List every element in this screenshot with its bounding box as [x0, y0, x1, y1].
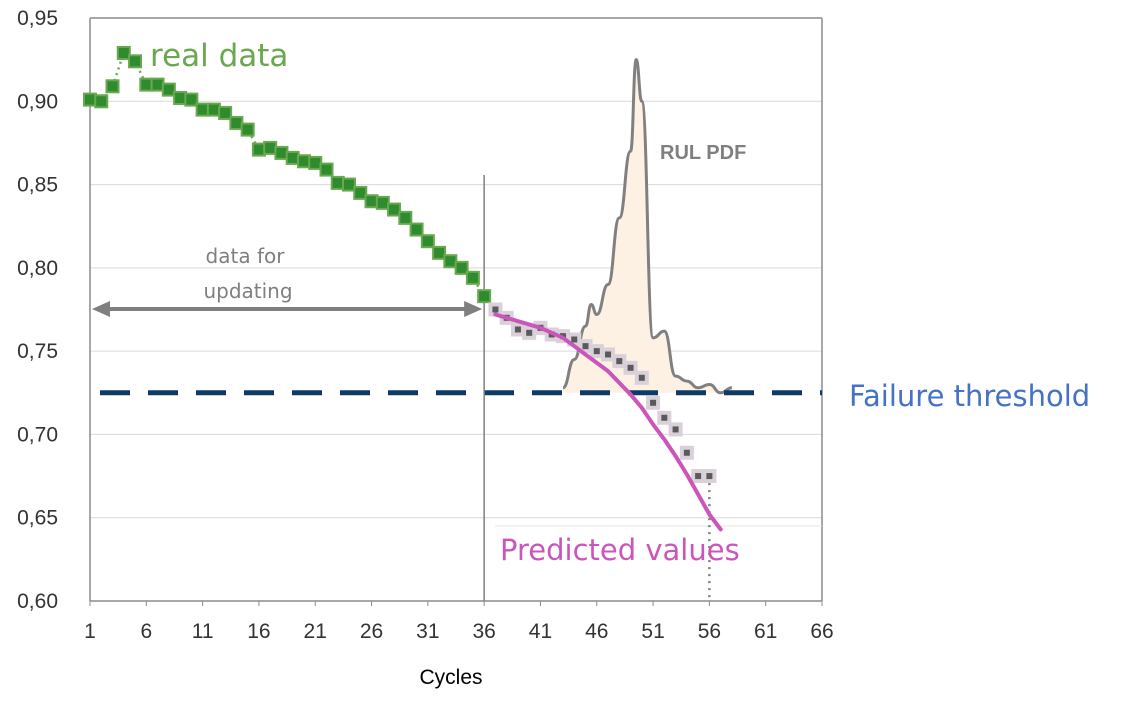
x-tick-label-8: 41	[529, 620, 552, 643]
real-data-point-6	[150, 77, 165, 92]
real-data-point-2	[105, 79, 120, 94]
real-data-point-15	[251, 142, 266, 157]
real-data-point-13	[229, 115, 244, 130]
predicted-point-16	[672, 426, 679, 433]
predicted-point-8	[582, 343, 589, 350]
real-data-point-7	[161, 82, 176, 97]
real-data-label: real data	[150, 38, 288, 74]
predicted-point-14	[650, 399, 657, 406]
predicted-layer	[488, 302, 723, 532]
x-axis-title: Cycles	[419, 666, 482, 689]
predicted-point-11	[616, 358, 623, 365]
real-data-point-17	[274, 145, 289, 160]
predicted-point-7	[571, 336, 578, 343]
real-data-point-11	[206, 102, 221, 117]
real-data-point-32	[443, 254, 458, 269]
data-for-updating-label-line2: updating	[203, 279, 292, 303]
real-data-point-1	[94, 94, 109, 109]
x-tick-label-12: 61	[754, 620, 777, 643]
real-data-point-35	[477, 289, 492, 304]
failure-threshold-label: Failure threshold	[849, 379, 1090, 413]
predicted-point-13	[638, 374, 645, 381]
real-data-point-24	[353, 185, 368, 200]
x-tick-label-10: 51	[641, 620, 664, 643]
real-data-point-25	[364, 194, 379, 209]
predicted-point-10	[605, 351, 612, 358]
y-tick-label-2: 0,85	[17, 174, 58, 197]
predicted-point-2	[514, 326, 521, 333]
predicted-values-label: Predicted values	[500, 533, 740, 567]
x-tick-label-1: 6	[140, 620, 152, 643]
y-tick-label-4: 0,75	[17, 340, 58, 363]
y-tick-label-0: 0,95	[17, 7, 58, 30]
real-data-point-18	[285, 150, 300, 165]
y-tick-label-6: 0,65	[17, 507, 58, 530]
predicted-point-9	[593, 348, 600, 355]
real-data-point-33	[454, 260, 469, 275]
x-tick-label-11: 56	[698, 620, 721, 643]
y-tick-label-3: 0,80	[17, 257, 58, 280]
x-tick-label-7: 36	[472, 620, 495, 643]
x-tick-label-4: 21	[304, 620, 327, 643]
x-tick-label-5: 26	[360, 620, 383, 643]
x-tick-label-9: 46	[585, 620, 608, 643]
data-for-updating-label-line1: data for	[206, 244, 286, 268]
rul-pdf-curve	[562, 58, 733, 395]
real-data-point-10	[195, 102, 210, 117]
predicted-point-17	[683, 449, 690, 456]
real-data-point-0	[83, 92, 97, 107]
real-data-point-34	[465, 270, 480, 285]
real-data-point-23	[342, 177, 357, 192]
x-tick-label-3: 16	[247, 620, 270, 643]
rul-pdf-layer	[562, 58, 733, 395]
real-data-point-21	[319, 162, 334, 177]
predicted-curve	[493, 312, 723, 532]
real-data-point-27	[387, 202, 402, 217]
y-tick-label-7: 0,60	[17, 590, 58, 613]
x-tick-label-0: 1	[84, 620, 96, 643]
predicted-point-3	[526, 329, 533, 336]
real-data-point-30	[420, 234, 435, 249]
real-data-point-8	[173, 90, 188, 105]
predicted-point-0	[492, 306, 499, 313]
marker-layer	[92, 175, 822, 601]
real-data-point-29	[409, 222, 424, 237]
real-data-point-9	[184, 92, 199, 107]
real-data-layer	[83, 45, 492, 304]
real-data-point-14	[240, 122, 255, 137]
x-tick-label-2: 11	[192, 620, 214, 643]
real-data-point-12	[218, 105, 233, 120]
real-data-point-19	[296, 154, 311, 169]
ticks: 0,950,900,850,800,750,700,650,601 6 11 16 21…	[17, 7, 834, 643]
predicted-point-12	[627, 364, 634, 371]
real-data-point-28	[398, 210, 413, 225]
real-data-point-3	[116, 45, 131, 60]
x-tick-label-13: 66	[810, 620, 833, 643]
x-tick-label-6: 31	[416, 620, 439, 643]
arrow-head-left	[92, 301, 110, 317]
y-tick-label-1: 0,90	[17, 90, 58, 113]
real-data-point-26	[375, 195, 390, 210]
predicted-point-19	[706, 473, 713, 480]
real-data-point-5	[139, 77, 154, 92]
arrow-head-right	[464, 301, 483, 317]
y-tick-label-5: 0,70	[17, 423, 58, 446]
axes	[89, 17, 823, 606]
real-data-point-16	[263, 140, 278, 155]
real-data-point-22	[330, 175, 345, 190]
rul-pdf-label: RUL PDF	[660, 142, 746, 164]
predicted-point-15	[661, 414, 668, 421]
real-data-point-31	[432, 245, 447, 260]
real-data-point-20	[308, 155, 323, 170]
predicted-point-18	[695, 473, 702, 480]
real-data-point-4	[128, 54, 143, 69]
